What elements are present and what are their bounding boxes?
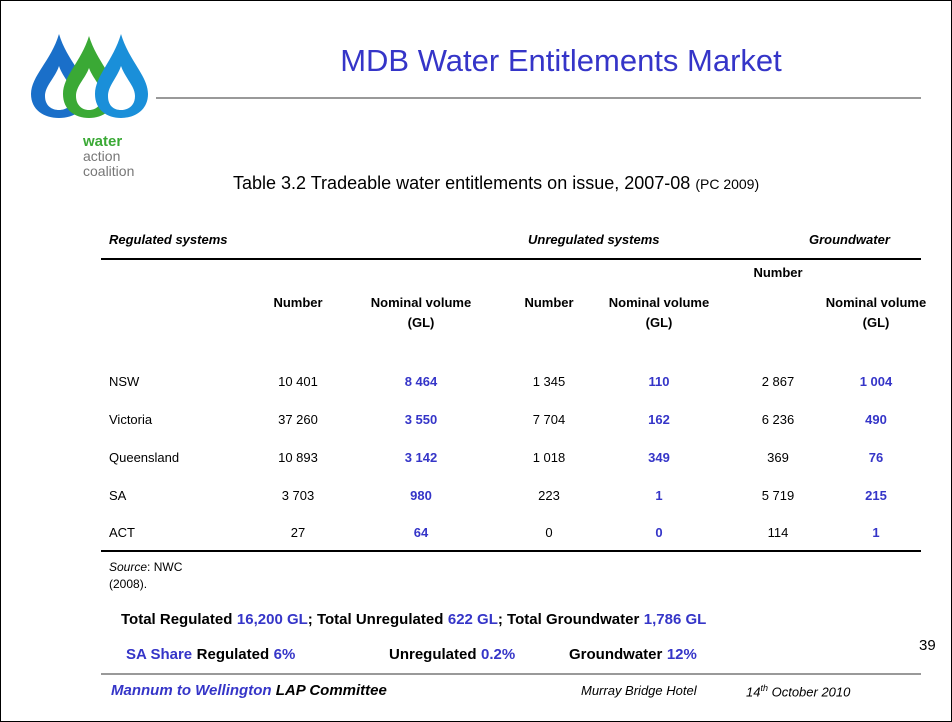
summary-segment: Total Regulated [121, 611, 233, 628]
source-text: : NWC (2008). [109, 560, 183, 591]
cell: 110 [648, 374, 670, 389]
cell: 369 [767, 450, 789, 465]
footer-venue: Murray Bridge Hotel [581, 683, 697, 698]
cell: 490 [865, 412, 887, 427]
summary-segment: ; Total Groundwater [497, 611, 640, 628]
summary-segment: 622 GL [447, 611, 498, 628]
logo-word: coalition [83, 163, 135, 179]
column-header: Number [524, 295, 574, 310]
citation: (PC 2009) [695, 176, 760, 192]
summary-segment: 12% [666, 646, 697, 663]
cell: 0 [655, 525, 663, 540]
group-header: Unregulated systems [528, 232, 660, 247]
cell: 5 719 [761, 488, 795, 503]
group-header: Regulated systems [109, 232, 228, 247]
cell: 1 004 [859, 374, 893, 389]
cell: 3 142 [404, 450, 438, 465]
cell: 1 345 [532, 374, 566, 389]
summary-segment: 16,200 GL [236, 611, 308, 628]
summary-segment: SA Share [126, 646, 193, 663]
cell: 8 464 [404, 374, 438, 389]
cell: 2 867 [761, 374, 795, 389]
summary-segment: ; Total Unregulated [307, 611, 444, 628]
summary-segment: 6% [273, 646, 296, 663]
title-rule [156, 97, 921, 99]
row-label: Queensland [109, 450, 180, 465]
table-rule [101, 258, 921, 260]
cell: 215 [865, 488, 887, 503]
footer-org-rest: LAP Committee [275, 682, 387, 699]
row-label: SA [109, 488, 127, 503]
cell: 0 [545, 525, 553, 540]
summary-segment: 0.2% [481, 646, 516, 663]
summary-line: Total Regulated 16,200 GL; Total Unregula… [121, 611, 706, 628]
row-label: Victoria [109, 412, 153, 427]
cell: 980 [410, 488, 432, 503]
cell: 10 893 [278, 450, 318, 465]
caption: Table 3.2 Tradeable water entitlements o… [233, 173, 759, 194]
date-day: 14 [746, 684, 761, 700]
cell: 27 [290, 525, 306, 540]
slide-title: MDB Water Entitlements Market [340, 43, 782, 78]
summary-segment: Unregulated [389, 646, 477, 663]
cell: 37 260 [278, 412, 318, 427]
source: Source: NWC (2008). [109, 559, 219, 593]
logo-word: action [83, 148, 121, 164]
cell: 7 704 [532, 412, 566, 427]
summary-group: SA Share Regulated 6% [126, 646, 295, 663]
source-label: Source [109, 560, 148, 574]
cell: 10 401 [278, 374, 318, 389]
footer-org: Mannum to Wellington LAP Committee [111, 682, 387, 699]
footer-date: 14th October 2010 [746, 683, 850, 699]
cell: 223 [538, 488, 560, 503]
cell: 6 236 [761, 412, 795, 427]
column-header: Nominal volume (GL) [370, 295, 472, 330]
footer-org-highlight: Mannum to Wellington [111, 682, 272, 699]
cell: 1 [872, 525, 880, 540]
cell: 64 [413, 525, 429, 540]
logo-drops [31, 34, 148, 118]
logo-word: water [83, 133, 123, 150]
date-suffix: th [760, 683, 768, 693]
row-label: NSW [109, 374, 140, 389]
table-rule [101, 550, 921, 552]
summary-segment: Groundwater [569, 646, 663, 663]
column-header: Nominal volume (GL) [608, 295, 710, 330]
cell: 3 703 [281, 488, 315, 503]
cell: 114 [767, 525, 789, 540]
summary-segment: 1,786 GL [643, 611, 707, 628]
row-label: ACT [109, 525, 135, 540]
footer-rule [101, 673, 921, 675]
group-header: Groundwater [809, 232, 890, 247]
cell: 162 [648, 412, 670, 427]
summary-group: Unregulated 0.2% [389, 646, 515, 663]
page-number: 39 [919, 637, 936, 654]
cell: 76 [868, 450, 884, 465]
cell: 1 [655, 488, 663, 503]
cell: 3 550 [404, 412, 438, 427]
summary-group: Groundwater 12% [569, 646, 697, 663]
cell: 349 [648, 450, 670, 465]
date-rest: October 2010 [767, 684, 851, 700]
column-header: Nominal volume (GL) [825, 295, 927, 330]
cell: 1 018 [532, 450, 566, 465]
summary-segment: Regulated [196, 646, 270, 663]
column-header: Number [273, 295, 323, 310]
caption-text: Table 3.2 Tradeable water entitlements o… [233, 173, 691, 193]
column-header: Number [753, 265, 803, 280]
